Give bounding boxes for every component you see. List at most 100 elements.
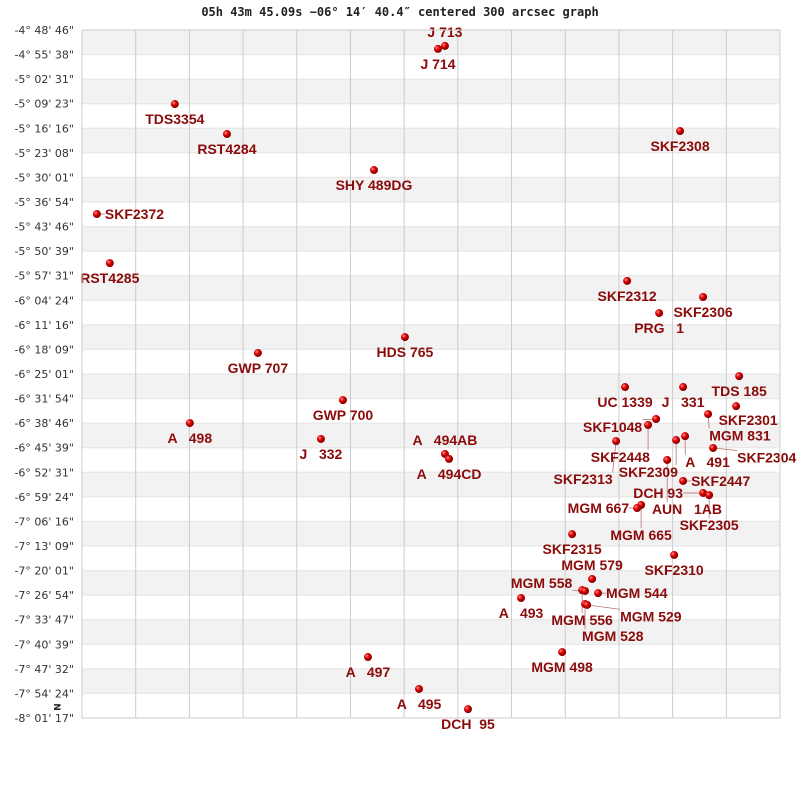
- star-label: RST4285: [80, 270, 139, 286]
- star-label: DCH 93: [633, 485, 683, 501]
- star-label: A 493: [499, 605, 544, 621]
- star-label: HDS 765: [377, 344, 434, 360]
- star-point[interactable]: [670, 550, 679, 559]
- star-point[interactable]: [415, 684, 424, 693]
- star-point[interactable]: [517, 594, 526, 603]
- y-tick-label: -8° 01' 17": [14, 712, 74, 725]
- star-label: A 494CD: [417, 466, 482, 482]
- star-point[interactable]: [369, 166, 378, 175]
- grid-band: [82, 570, 780, 596]
- star-point[interactable]: [652, 415, 661, 424]
- star-point[interactable]: [568, 530, 577, 539]
- star-point[interactable]: [588, 574, 597, 583]
- y-tick-label: -6° 38' 46": [14, 417, 74, 430]
- star-point[interactable]: [92, 210, 101, 219]
- y-tick-label: -6° 45' 39": [14, 442, 74, 455]
- grid-band: [82, 275, 780, 301]
- star-point[interactable]: [338, 396, 347, 405]
- star-point[interactable]: [681, 432, 690, 441]
- y-tick-label: -4° 55' 38": [14, 49, 74, 62]
- grid-band: [82, 374, 780, 399]
- y-tick-label: -7° 13' 09": [14, 540, 74, 553]
- star-label: A 491: [685, 454, 730, 470]
- star-label: SKF2301: [719, 412, 778, 428]
- star-point[interactable]: [735, 372, 744, 381]
- star-label: TDS 185: [712, 383, 767, 399]
- star-label: MGM 529: [620, 608, 682, 624]
- star-label: GWP 707: [228, 360, 289, 376]
- star-point[interactable]: [704, 410, 713, 419]
- y-tick-label: -5° 09' 23": [14, 98, 74, 111]
- star-point[interactable]: [463, 705, 472, 714]
- y-tick-label: -7° 06' 16": [14, 515, 74, 528]
- star-label: SKF2309: [619, 464, 678, 480]
- y-tick-label: -5° 23' 08": [14, 147, 74, 160]
- star-label: J 331: [662, 394, 705, 410]
- y-tick-label: -5° 50' 39": [14, 245, 74, 258]
- star-point[interactable]: [621, 383, 630, 392]
- grid-band: [82, 521, 780, 546]
- star-point[interactable]: [445, 454, 454, 463]
- y-tick-label: -7° 26' 54": [14, 589, 74, 602]
- star-point[interactable]: [623, 276, 632, 285]
- star-point[interactable]: [676, 127, 685, 136]
- star-point[interactable]: [709, 443, 718, 452]
- y-tick-label: -7° 40' 39": [14, 638, 74, 651]
- star-label: SKF2308: [650, 138, 709, 154]
- star-label: J 714: [420, 56, 455, 72]
- star-label: A 498: [168, 430, 213, 446]
- star-label: SKF2315: [543, 541, 602, 557]
- star-point[interactable]: [672, 436, 681, 445]
- grid-band: [82, 79, 780, 104]
- star-label: MGM 579: [561, 557, 623, 573]
- star-label: MGM 528: [582, 628, 644, 644]
- star-label: A 494AB: [413, 432, 478, 448]
- star-point[interactable]: [705, 491, 714, 500]
- grid-band: [82, 226, 780, 252]
- star-point[interactable]: [679, 383, 688, 392]
- star-point[interactable]: [612, 437, 621, 446]
- star-point[interactable]: [222, 130, 231, 139]
- star-point[interactable]: [699, 293, 708, 302]
- star-label: J 713: [427, 24, 462, 40]
- y-tick-label: -7° 33' 47": [14, 614, 74, 627]
- star-label: SKF2312: [598, 288, 657, 304]
- star-label: PRG 1: [634, 320, 684, 336]
- star-point[interactable]: [732, 402, 741, 411]
- star-point[interactable]: [583, 600, 592, 609]
- y-tick-label: -5° 02' 31": [14, 73, 74, 86]
- star-label: J 332: [300, 446, 343, 462]
- star-label: SKF2305: [680, 517, 739, 533]
- y-tick-label: -6° 31' 54": [14, 393, 74, 406]
- y-tick-label: -5° 30' 01": [14, 171, 74, 184]
- y-tick-label: -7° 47' 32": [14, 663, 74, 676]
- y-tick-label: -6° 25' 01": [14, 368, 74, 381]
- grid-band: [82, 668, 780, 694]
- star-point[interactable]: [644, 421, 653, 430]
- star-point[interactable]: [581, 586, 590, 595]
- star-point[interactable]: [558, 648, 567, 657]
- star-point[interactable]: [433, 44, 442, 53]
- star-point[interactable]: [679, 476, 688, 485]
- star-label: MGM 556: [551, 612, 613, 628]
- star-point[interactable]: [316, 434, 325, 443]
- star-point[interactable]: [185, 419, 194, 428]
- star-label: GWP 700: [313, 407, 374, 423]
- star-label: MGM 831: [709, 427, 771, 443]
- star-point[interactable]: [170, 100, 179, 109]
- star-point[interactable]: [400, 333, 409, 342]
- star-point[interactable]: [105, 259, 114, 268]
- grid-band: [82, 177, 780, 202]
- star-point[interactable]: [633, 503, 642, 512]
- star-label: DCH 95: [441, 716, 495, 732]
- star-point[interactable]: [253, 348, 262, 357]
- star-point[interactable]: [699, 488, 708, 497]
- star-point[interactable]: [655, 309, 664, 318]
- star-point[interactable]: [363, 653, 372, 662]
- y-tick-label: -5° 43' 46": [14, 221, 74, 234]
- star-point[interactable]: [663, 455, 672, 464]
- star-label: A 497: [346, 664, 391, 680]
- star-point[interactable]: [440, 41, 449, 50]
- label-leader-line: [612, 441, 617, 473]
- star-point[interactable]: [594, 589, 603, 598]
